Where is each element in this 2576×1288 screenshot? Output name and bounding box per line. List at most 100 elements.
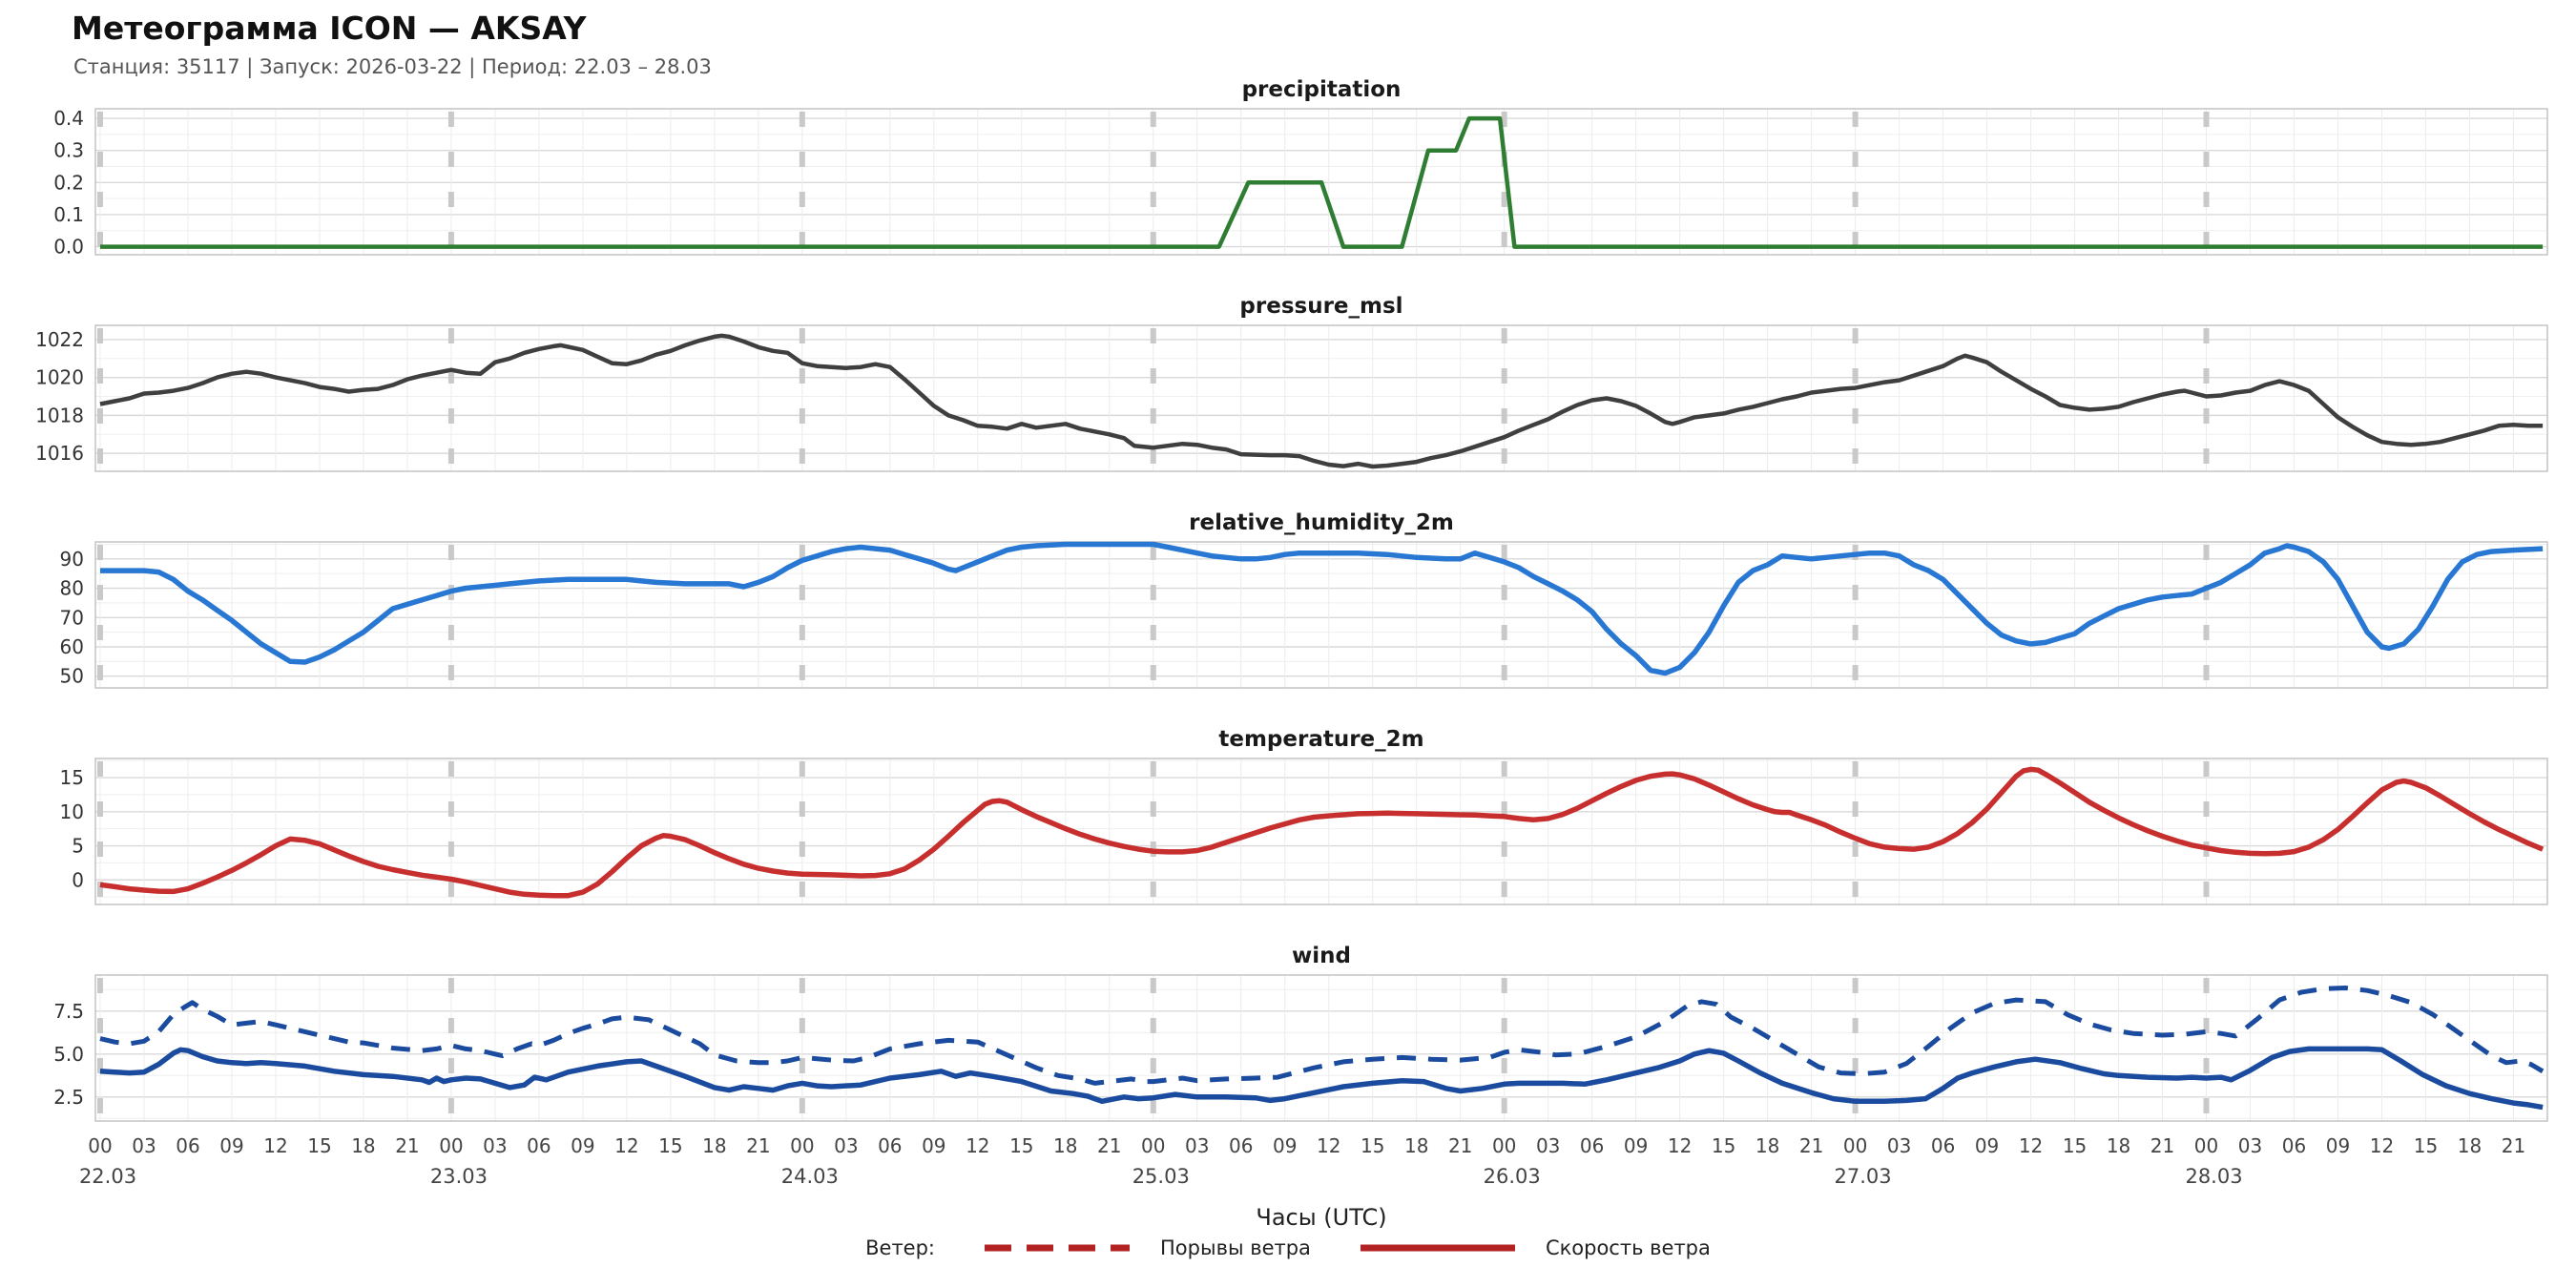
svg-text:15: 15	[2063, 1134, 2087, 1157]
svg-text:18: 18	[2107, 1134, 2130, 1157]
svg-text:12: 12	[966, 1134, 989, 1157]
svg-text:25.03: 25.03	[1132, 1165, 1190, 1188]
svg-text:06: 06	[176, 1134, 199, 1157]
legend-prefix: Ветер:	[865, 1236, 936, 1259]
svg-text:21: 21	[2502, 1134, 2525, 1157]
svg-text:70: 70	[60, 606, 84, 629]
svg-text:12: 12	[1317, 1134, 1340, 1157]
svg-text:21: 21	[746, 1134, 770, 1157]
panel-wind: 2.5 5.0 7.5 wind	[53, 944, 2548, 1122]
svg-text:00: 00	[790, 1134, 814, 1157]
svg-text:Часы (UTC): Часы (UTC)	[1256, 1204, 1386, 1231]
svg-text:18: 18	[2458, 1134, 2482, 1157]
panel-frame	[94, 758, 2548, 905]
svg-text:0.1: 0.1	[53, 203, 84, 226]
svg-text:15: 15	[1712, 1134, 1735, 1157]
svg-text:1018: 1018	[35, 404, 84, 426]
svg-text:18: 18	[351, 1134, 375, 1157]
svg-text:24.03: 24.03	[781, 1165, 839, 1188]
svg-text:03: 03	[132, 1134, 156, 1157]
svg-text:26.03: 26.03	[1484, 1165, 1541, 1188]
svg-text:09: 09	[571, 1134, 594, 1157]
svg-text:1022: 1022	[35, 328, 84, 351]
svg-text:15: 15	[60, 766, 84, 789]
svg-text:15: 15	[1361, 1134, 1384, 1157]
svg-text:7.5: 7.5	[53, 1000, 84, 1023]
solid-line-swatch-icon	[1360, 1244, 1515, 1252]
svg-text:80: 80	[60, 577, 84, 600]
svg-text:50: 50	[60, 665, 84, 688]
series-Порывы ветра	[99, 986, 2545, 1086]
panel-pressure_msl: 1016 1018 1020 1022 pressure_msl	[35, 294, 2548, 472]
svg-text:temperature_2m: temperature_2m	[1218, 727, 1423, 752]
svg-text:09: 09	[922, 1134, 945, 1157]
svg-text:15: 15	[307, 1134, 331, 1157]
svg-text:06: 06	[2282, 1134, 2306, 1157]
svg-text:03: 03	[483, 1134, 507, 1157]
svg-text:03: 03	[1185, 1134, 1209, 1157]
svg-text:06: 06	[1580, 1134, 1604, 1157]
svg-text:wind: wind	[1292, 944, 1351, 968]
svg-text:03: 03	[1887, 1134, 1911, 1157]
svg-text:21: 21	[1097, 1134, 1121, 1157]
legend-item-speed: Скорость ветра	[1357, 1236, 1711, 1259]
svg-text:06: 06	[527, 1134, 551, 1157]
svg-text:00: 00	[1492, 1134, 1516, 1157]
panel-frame	[94, 108, 2548, 256]
svg-text:12: 12	[614, 1134, 638, 1157]
svg-text:18: 18	[702, 1134, 726, 1157]
svg-text:12: 12	[2019, 1134, 2043, 1157]
svg-text:06: 06	[1229, 1134, 1253, 1157]
svg-text:pressure_msl: pressure_msl	[1239, 294, 1402, 319]
svg-text:21: 21	[1799, 1134, 1823, 1157]
svg-text:1020: 1020	[35, 366, 84, 389]
svg-text:10: 10	[60, 800, 84, 823]
svg-text:09: 09	[219, 1134, 243, 1157]
svg-text:18: 18	[1404, 1134, 1428, 1157]
svg-text:21: 21	[2150, 1134, 2174, 1157]
legend-item-gusts: Порывы ветра	[981, 1236, 1311, 1259]
series-relative_humidity_2m	[100, 541, 2544, 676]
svg-text:60: 60	[60, 635, 84, 658]
page-subtitle: Станция: 35117 | Запуск: 2026-03-22 | Пе…	[73, 55, 712, 78]
svg-text:0.2: 0.2	[53, 171, 84, 194]
svg-text:0.4: 0.4	[53, 107, 84, 130]
panel-frame	[94, 541, 2548, 689]
svg-text:27.03: 27.03	[1835, 1165, 1892, 1188]
svg-text:15: 15	[1009, 1134, 1033, 1157]
svg-text:00: 00	[1843, 1134, 1867, 1157]
series-temperature_2m	[99, 766, 2545, 899]
dashed-line-swatch-icon	[985, 1244, 1131, 1252]
svg-text:03: 03	[1536, 1134, 1560, 1157]
legend-label-speed: Скорость ветра	[1545, 1236, 1711, 1259]
svg-text:22.03: 22.03	[79, 1165, 136, 1188]
svg-text:0.3: 0.3	[53, 139, 84, 162]
svg-text:06: 06	[878, 1134, 902, 1157]
svg-text:09: 09	[1624, 1134, 1648, 1157]
svg-text:03: 03	[2238, 1134, 2262, 1157]
svg-text:00: 00	[1141, 1134, 1165, 1157]
panel-frame	[94, 324, 2548, 472]
svg-text:21: 21	[395, 1134, 419, 1157]
svg-text:00: 00	[2194, 1134, 2218, 1157]
svg-text:28.03: 28.03	[2185, 1165, 2242, 1188]
svg-text:5: 5	[72, 835, 84, 858]
svg-text:21: 21	[1448, 1134, 1472, 1157]
svg-text:18: 18	[1053, 1134, 1077, 1157]
svg-text:18: 18	[1755, 1134, 1779, 1157]
svg-text:00: 00	[88, 1134, 112, 1157]
svg-text:0.0: 0.0	[53, 236, 84, 259]
page-title: Метеограмма ICON — AKSAY	[72, 10, 587, 47]
svg-text:precipitation: precipitation	[1242, 77, 1402, 102]
panel-temperature_2m: 0 5 10 15 temperature_2m	[60, 727, 2548, 905]
svg-text:12: 12	[263, 1134, 287, 1157]
svg-text:09: 09	[1975, 1134, 1999, 1157]
svg-text:03: 03	[834, 1134, 858, 1157]
svg-text:09: 09	[2326, 1134, 2350, 1157]
svg-text:12: 12	[1668, 1134, 1692, 1157]
svg-text:15: 15	[2414, 1134, 2438, 1157]
panel-precipitation: 0.0 0.1 0.2 0.3 0.4 precipitation	[53, 77, 2548, 259]
series-pressure_msl	[99, 333, 2544, 469]
svg-text:relative_humidity_2m: relative_humidity_2m	[1189, 510, 1454, 535]
